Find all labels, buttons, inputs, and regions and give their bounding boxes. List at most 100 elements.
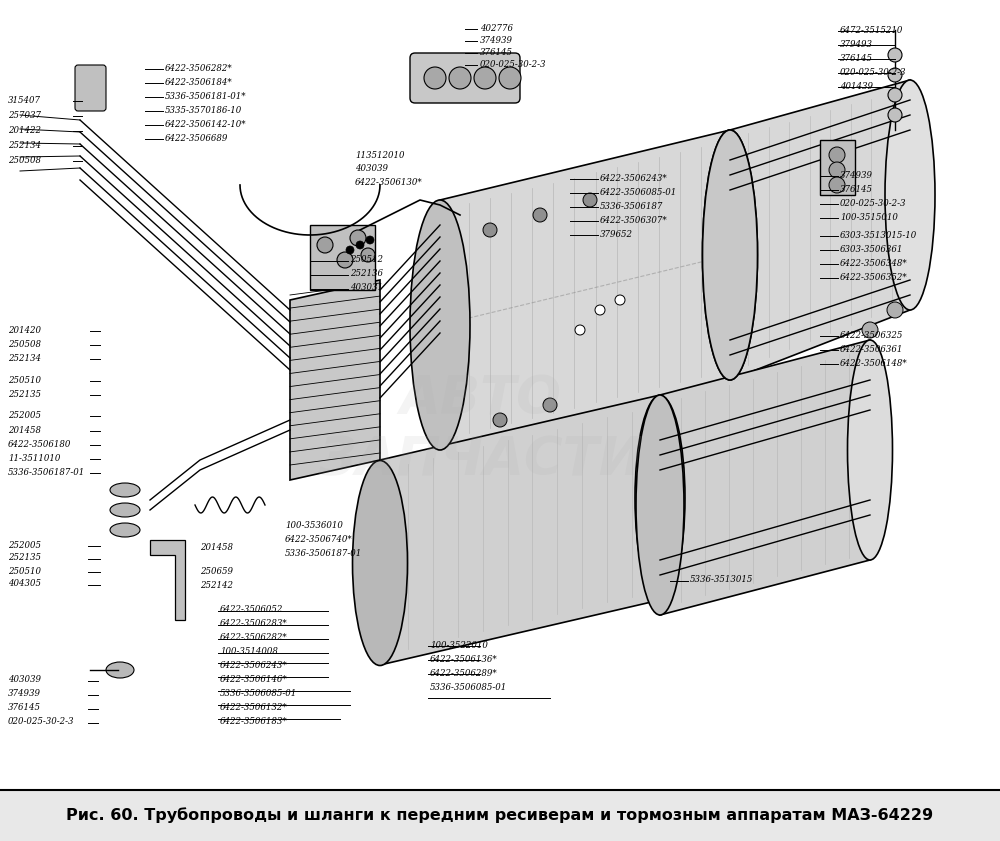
Circle shape bbox=[829, 147, 845, 163]
Text: АВТО
ЗАПЧАСТИ: АВТО ЗАПЧАСТИ bbox=[318, 374, 642, 486]
Circle shape bbox=[888, 68, 902, 82]
Circle shape bbox=[424, 67, 446, 89]
Text: 6422-3506282*: 6422-3506282* bbox=[165, 64, 233, 72]
Text: 6422-3506348*: 6422-3506348* bbox=[840, 258, 908, 267]
Circle shape bbox=[474, 67, 496, 89]
Circle shape bbox=[583, 193, 597, 207]
Text: 250510: 250510 bbox=[8, 567, 41, 575]
Text: 6422-3506183*: 6422-3506183* bbox=[220, 717, 288, 727]
Text: 6422-3506243*: 6422-3506243* bbox=[220, 662, 288, 670]
Text: 402776: 402776 bbox=[480, 24, 513, 33]
Text: 250659: 250659 bbox=[200, 568, 233, 576]
Text: 5336-3506181-01*: 5336-3506181-01* bbox=[165, 92, 247, 101]
Text: 100-3515010: 100-3515010 bbox=[840, 213, 898, 221]
Circle shape bbox=[888, 108, 902, 122]
Text: 6422-3506132*: 6422-3506132* bbox=[220, 704, 288, 712]
Text: 403039: 403039 bbox=[355, 163, 388, 172]
Circle shape bbox=[337, 252, 353, 268]
Text: 6303-3506361: 6303-3506361 bbox=[840, 245, 903, 253]
Text: 252134: 252134 bbox=[8, 140, 41, 150]
Text: 401439: 401439 bbox=[840, 82, 873, 91]
Ellipse shape bbox=[110, 503, 140, 517]
Text: 6422-3506740*: 6422-3506740* bbox=[285, 535, 353, 543]
Text: 020-025-30-2-3: 020-025-30-2-3 bbox=[8, 717, 74, 727]
Text: 6422-3506283*: 6422-3506283* bbox=[220, 620, 288, 628]
FancyBboxPatch shape bbox=[75, 65, 106, 111]
Text: 6472-3515210: 6472-3515210 bbox=[840, 25, 903, 34]
Text: 6422-3506289*: 6422-3506289* bbox=[430, 669, 498, 678]
Text: 374939: 374939 bbox=[480, 35, 513, 45]
Ellipse shape bbox=[352, 461, 408, 665]
Text: 020-025-30-2-3: 020-025-30-2-3 bbox=[480, 60, 546, 68]
FancyBboxPatch shape bbox=[820, 140, 855, 195]
Text: 252142: 252142 bbox=[200, 581, 233, 590]
Text: 250510: 250510 bbox=[8, 375, 41, 384]
Text: 403039: 403039 bbox=[8, 675, 41, 685]
Circle shape bbox=[543, 398, 557, 412]
Ellipse shape bbox=[702, 130, 758, 380]
Ellipse shape bbox=[635, 395, 685, 600]
Text: 6422-3506184*: 6422-3506184* bbox=[165, 77, 233, 87]
Ellipse shape bbox=[110, 483, 140, 497]
Text: 250508: 250508 bbox=[8, 156, 41, 165]
Circle shape bbox=[615, 295, 625, 305]
Text: 6422-3506130*: 6422-3506130* bbox=[355, 177, 423, 187]
Text: 6422-3506136*: 6422-3506136* bbox=[430, 654, 498, 664]
Circle shape bbox=[533, 208, 547, 222]
Polygon shape bbox=[440, 130, 730, 450]
Text: 6422-3506325: 6422-3506325 bbox=[840, 331, 903, 340]
Ellipse shape bbox=[848, 340, 893, 560]
Text: 113512010: 113512010 bbox=[355, 151, 404, 160]
Circle shape bbox=[499, 67, 521, 89]
Text: 250508: 250508 bbox=[8, 340, 41, 348]
Text: 379493: 379493 bbox=[840, 40, 873, 49]
Circle shape bbox=[862, 322, 878, 338]
Circle shape bbox=[346, 246, 354, 254]
Text: 201422: 201422 bbox=[8, 125, 41, 135]
Circle shape bbox=[829, 177, 845, 193]
Text: 252005: 252005 bbox=[8, 541, 41, 549]
FancyBboxPatch shape bbox=[310, 225, 375, 290]
Text: 250512: 250512 bbox=[350, 256, 383, 265]
Text: 6422-3506282*: 6422-3506282* bbox=[220, 633, 288, 643]
Text: 252135: 252135 bbox=[8, 389, 41, 399]
Text: 379652: 379652 bbox=[600, 230, 633, 239]
Polygon shape bbox=[730, 80, 910, 380]
Circle shape bbox=[595, 305, 605, 315]
Text: 315407: 315407 bbox=[8, 96, 41, 104]
Bar bbox=[0, 790, 1000, 841]
Circle shape bbox=[366, 236, 374, 244]
Text: 5336-3506187-01: 5336-3506187-01 bbox=[285, 548, 362, 558]
Text: 252136: 252136 bbox=[350, 269, 383, 278]
Text: 6422-3506243*: 6422-3506243* bbox=[600, 173, 668, 182]
Ellipse shape bbox=[110, 523, 140, 537]
FancyBboxPatch shape bbox=[410, 53, 520, 103]
Text: 201420: 201420 bbox=[8, 325, 41, 335]
Text: 5336-3506085-01: 5336-3506085-01 bbox=[220, 690, 297, 699]
Circle shape bbox=[829, 162, 845, 178]
Text: 5336-3506187: 5336-3506187 bbox=[600, 202, 663, 210]
Text: 404305: 404305 bbox=[8, 579, 41, 589]
Text: 6422-3506148*: 6422-3506148* bbox=[840, 358, 908, 368]
Text: Рис. 60. Трубопроводы и шланги к передним ресиверам и тормозным аппаратам МАЗ-64: Рис. 60. Трубопроводы и шланги к передни… bbox=[66, 807, 934, 822]
Text: 100-3522010: 100-3522010 bbox=[430, 641, 488, 649]
Text: 020-025-30-2-3: 020-025-30-2-3 bbox=[840, 67, 906, 77]
Text: 6303-3513015-10: 6303-3513015-10 bbox=[840, 230, 917, 240]
Text: 6422-3506689: 6422-3506689 bbox=[165, 134, 228, 142]
Text: 020-025-30-2-3: 020-025-30-2-3 bbox=[840, 198, 906, 208]
Ellipse shape bbox=[885, 80, 935, 310]
Text: 252135: 252135 bbox=[8, 553, 41, 563]
Text: 6422-3506146*: 6422-3506146* bbox=[220, 675, 288, 685]
Text: 252134: 252134 bbox=[8, 353, 41, 362]
Text: 201458: 201458 bbox=[8, 426, 41, 435]
Text: 376145: 376145 bbox=[480, 47, 513, 56]
Text: 100-3514008: 100-3514008 bbox=[220, 648, 278, 657]
Text: 376145: 376145 bbox=[8, 704, 41, 712]
Text: 100-3536010: 100-3536010 bbox=[285, 521, 343, 530]
Circle shape bbox=[888, 48, 902, 62]
Circle shape bbox=[887, 302, 903, 318]
Text: 374939: 374939 bbox=[8, 690, 41, 699]
Circle shape bbox=[317, 237, 333, 253]
Circle shape bbox=[575, 325, 585, 335]
Text: 252005: 252005 bbox=[8, 410, 41, 420]
